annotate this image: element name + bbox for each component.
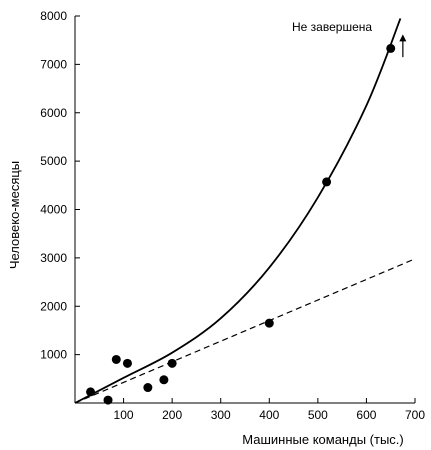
data-point (167, 358, 177, 368)
data-point (111, 354, 121, 364)
y-tick-label: 3000 (40, 251, 67, 265)
y-tick-label: 7000 (40, 57, 67, 71)
y-axis-label: Человеко-месяцы (7, 161, 22, 269)
data-point (103, 395, 113, 405)
x-tick-label: 500 (308, 408, 328, 422)
y-tick-label: 6000 (40, 106, 67, 120)
data-point (86, 387, 96, 397)
trend-line (74, 258, 416, 404)
annotation-label: Не завершена (292, 20, 372, 34)
plot-area: 100 200 300 400 500 600 700 1000 2000 3000 4000 500… (40, 9, 425, 422)
x-tick-label: 700 (405, 408, 425, 422)
data-point (264, 318, 274, 328)
fit-curve (74, 18, 402, 404)
x-tick-label: 200 (162, 408, 182, 422)
data-point (159, 375, 169, 385)
data-point (122, 358, 132, 368)
y-tick-label: 1000 (40, 348, 67, 362)
y-tick-label: 2000 (40, 299, 67, 313)
x-tick-label: 400 (259, 408, 279, 422)
y-tick-label: 8000 (40, 9, 67, 23)
data-point (322, 177, 332, 187)
x-tick-label: 300 (211, 408, 231, 422)
y-tick-label: 4000 (40, 203, 67, 217)
y-tick-label: 5000 (40, 154, 67, 168)
x-axis-label: Машинные команды (тыс.) (242, 432, 403, 447)
x-tick-label: 100 (114, 408, 134, 422)
x-tick-label: 600 (356, 408, 376, 422)
data-point (386, 43, 396, 53)
annotation-arrow-head (399, 34, 407, 42)
data-point (143, 383, 153, 393)
